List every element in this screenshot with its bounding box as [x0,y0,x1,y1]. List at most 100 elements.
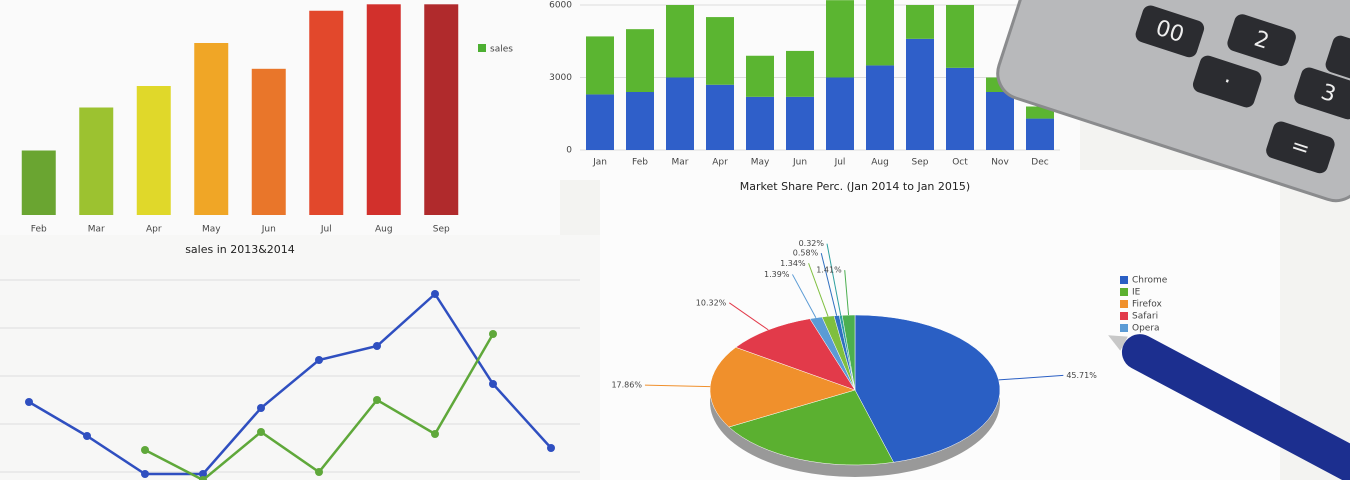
value-label: 1.41% [816,266,842,275]
bar-segment [906,5,934,39]
legend-label: Firefox [1132,300,1162,310]
bar [136,86,171,215]
bar-segment [666,77,694,150]
point [547,444,555,452]
bar [194,43,229,215]
calculator-key [1266,121,1335,174]
calculator-key [1135,5,1205,58]
bar-segment [746,55,774,97]
x-tick-label: Apr [712,158,728,168]
point [431,290,439,298]
point [25,398,33,406]
bar-segment [826,77,854,150]
x-tick-label: Aug [375,225,393,235]
legend-label: sales [490,45,513,55]
point [141,446,149,454]
x-tick-label: Aug [871,158,889,168]
x-tick-label: Mar [672,158,689,168]
pen-tip [1108,335,1128,351]
bar-segment [706,84,734,150]
calculator: 000236·= [996,0,1350,203]
leader-line [998,374,1064,381]
legend-label: Chrome [1132,276,1168,286]
point [373,342,381,350]
bar [366,4,401,215]
calculator-key [1325,35,1350,88]
bar-segment [866,0,894,66]
value-label: 10.32% [696,298,727,307]
leader-line [826,243,842,316]
paper [0,235,600,480]
legend-swatch [478,44,486,52]
point [489,380,497,388]
point [431,430,439,438]
leader-line [808,263,829,317]
legend-label: Safari [1132,312,1158,322]
y-tick-label: 0 [566,146,572,156]
bar-segment [946,5,974,68]
bar-segment [666,5,694,78]
x-tick-label: Jan [592,158,607,168]
value-label: 0.32% [799,239,825,248]
bar-segment [706,17,734,85]
x-tick-label: Apr [146,225,162,235]
point [257,428,265,436]
y-tick-label: 6000 [549,1,572,11]
x-tick-label: Nov [991,158,1009,168]
value-label: 17.86% [611,381,642,390]
y-tick-label: 3000 [549,73,572,83]
x-tick-label: Jul [320,225,332,235]
point [315,356,323,364]
bar-segment [786,96,814,150]
x-tick-label: Jun [261,225,276,235]
point [373,396,381,404]
bar-segment [786,50,814,97]
x-tick-label: May [751,158,770,168]
bar [251,68,286,215]
value-label: 1.34% [780,259,806,268]
bar [21,150,56,215]
value-label: 45.71% [1066,371,1097,380]
x-tick-label: Feb [31,225,47,235]
calculator-body [996,0,1350,203]
x-tick-label: Mar [88,225,105,235]
point [315,468,323,476]
pen-body [1121,334,1350,480]
leader-line [729,302,769,331]
bar-segment [906,38,934,151]
bar-segment [626,29,654,93]
chart-title: sales in 2013&2014 [185,243,295,256]
pie-slice [728,389,895,466]
x-tick-label: Feb [632,158,648,168]
x-tick-label: May [202,225,221,235]
x-tick-label: Dec [1031,158,1048,168]
leader-line [844,270,850,316]
bar [424,4,459,215]
leader-line [644,384,711,388]
bar-segment [946,67,974,150]
x-tick-label: Oct [952,158,968,168]
calculator-key [1294,67,1350,120]
x-tick-label: Jun [792,158,807,168]
pen [1108,334,1350,480]
line [28,292,552,476]
bar [79,107,114,215]
leader-line [820,252,838,316]
x-tick-label: Sep [912,158,929,168]
legend-label: Opera [1132,324,1160,334]
legend-swatch [1120,300,1128,308]
bar-segment [866,65,894,150]
bar-segment [746,96,774,150]
calculator-key [1192,55,1262,108]
point [141,470,149,478]
bar-segment [986,92,1014,150]
x-tick-label: Jul [834,158,846,168]
bar [309,10,344,215]
point [199,476,207,480]
bar-segment [586,36,614,95]
point [257,404,265,412]
point [83,432,91,440]
legend-label: IE [1132,288,1141,298]
chart-title: Market Share Perc. (Jan 2014 to Jan 2015… [740,180,970,193]
